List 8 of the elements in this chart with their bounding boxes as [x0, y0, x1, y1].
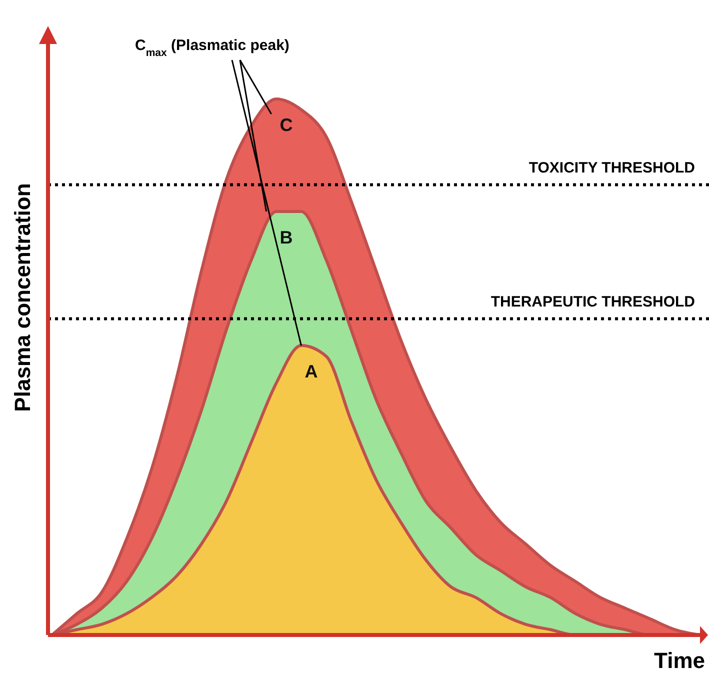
series-label: A	[304, 362, 318, 382]
ref-line-label: TOXICITY THRESHOLD	[528, 160, 696, 177]
text: C$_{max}$ (Plasmatic peak)	[135, 37, 290, 59]
ref-line-label: THERAPEUTIC THRESHOLD	[490, 294, 696, 311]
x-axis-title: Time	[654, 648, 705, 673]
series-label: B	[280, 228, 293, 248]
series-label: C	[280, 114, 293, 135]
y-axis-title: Plasma concentration	[10, 183, 35, 412]
